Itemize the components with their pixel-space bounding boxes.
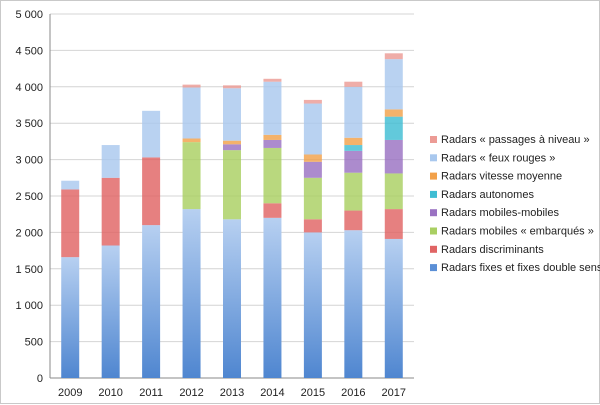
- legend-label: Radars « passages à niveau »: [441, 134, 590, 146]
- bar-segment: [303, 154, 322, 162]
- y-tick-label: 3 500: [15, 118, 43, 130]
- bar-segment: [223, 219, 241, 378]
- x-tick-label: 2013: [220, 387, 244, 399]
- bar-segment: [101, 145, 120, 178]
- bar-segment: [344, 230, 363, 378]
- legend: Radars « passages à niveau » Radars « feu…: [430, 134, 600, 274]
- bar-segment: [182, 87, 201, 139]
- bar-segment: [263, 81, 282, 135]
- bar-segment: [303, 177, 322, 220]
- legend-swatch: [430, 154, 437, 162]
- bar-segment: [344, 145, 363, 151]
- bar-segment: [263, 217, 282, 378]
- bar-segment: [344, 210, 363, 231]
- bar-segment: [303, 219, 322, 233]
- y-tick-label: 1 500: [15, 264, 43, 276]
- x-tick-label: 2009: [58, 387, 82, 399]
- bar-segment: [344, 172, 363, 211]
- legend-swatch: [430, 209, 437, 217]
- x-tick-label: 2010: [98, 387, 122, 399]
- legend-swatch: [430, 190, 437, 198]
- legend-label: Radars discriminants: [441, 244, 544, 256]
- bar-segment: [223, 144, 241, 151]
- legend-label: Radars mobiles « embarqués »: [441, 226, 594, 238]
- y-tick-label: 0: [37, 373, 43, 385]
- bar-segment: [223, 140, 241, 145]
- bar-segment: [223, 85, 241, 89]
- legend-label: Radars fixes et fixes double sens: [441, 262, 600, 274]
- legend-swatch: [430, 245, 437, 253]
- x-tick-label: 2015: [301, 387, 325, 399]
- y-tick-label: 4 000: [15, 82, 43, 94]
- bar-segment: [344, 137, 363, 146]
- bar-segment: [61, 180, 80, 190]
- bar-segment: [61, 189, 80, 258]
- legend-swatch: [430, 136, 437, 143]
- bar-segment: [384, 116, 403, 140]
- bar-segment: [384, 59, 403, 110]
- tick-labels: 0 500 1 000 1 500 2 000 2 500 3 000 3 500 4 000 4…: [15, 9, 406, 399]
- bar-segment: [303, 103, 322, 155]
- bar-segment: [263, 78, 282, 82]
- legend-swatch: [430, 264, 437, 272]
- y-tick-label: 2 500: [15, 191, 43, 203]
- bar-segment: [384, 53, 403, 60]
- bar-segment: [384, 109, 403, 117]
- bar-segment: [182, 138, 201, 143]
- legend-label: Radars autonomes: [441, 189, 534, 201]
- legend-swatch: [430, 227, 437, 235]
- bar-segment: [344, 86, 363, 138]
- x-tick-label: 2012: [179, 387, 203, 399]
- bar-segment: [384, 173, 403, 210]
- y-tick-label: 3 000: [15, 155, 43, 167]
- legend-swatch: [430, 172, 437, 180]
- bar-segment: [384, 209, 403, 239]
- bar-segment: [142, 110, 161, 158]
- bar-segment: [384, 238, 403, 378]
- bar-segment: [384, 139, 403, 174]
- x-tick-label: 2017: [382, 387, 406, 399]
- bar-segment: [263, 147, 282, 204]
- bar-segment: [303, 232, 322, 378]
- bar-segment: [263, 203, 282, 218]
- bar-segment: [344, 81, 363, 87]
- bar-segment: [263, 134, 282, 140]
- bar-segment: [263, 139, 282, 148]
- bar-segment: [101, 177, 120, 246]
- bar-segment: [61, 257, 80, 378]
- bar-segment: [182, 209, 201, 378]
- y-tick-label: 500: [25, 337, 43, 349]
- legend-label: Radars « feux rouges »: [441, 152, 555, 164]
- bar-segment: [344, 150, 363, 173]
- bar-segment: [303, 99, 322, 104]
- x-tick-label: 2016: [341, 387, 365, 399]
- legend-label: Radars mobiles-mobiles: [441, 207, 559, 219]
- x-tick-label: 2014: [260, 387, 284, 399]
- legend-label: Radars vitesse moyenne: [441, 171, 562, 183]
- bar-segment: [303, 161, 322, 178]
- y-tick-label: 1 000: [15, 300, 43, 312]
- y-tick-label: 4 500: [15, 45, 43, 57]
- x-tick-label: 2011: [139, 387, 163, 399]
- bar-segment: [182, 84, 201, 88]
- bar-segment: [142, 225, 161, 378]
- bar-segment: [223, 150, 241, 220]
- bars: [61, 53, 403, 378]
- y-tick-label: 2 000: [15, 227, 43, 239]
- bar-segment: [223, 88, 241, 141]
- bar-segment: [142, 157, 161, 226]
- y-tick-label: 5 000: [15, 9, 43, 21]
- bar-segment: [182, 142, 201, 210]
- bar-segment: [101, 245, 120, 378]
